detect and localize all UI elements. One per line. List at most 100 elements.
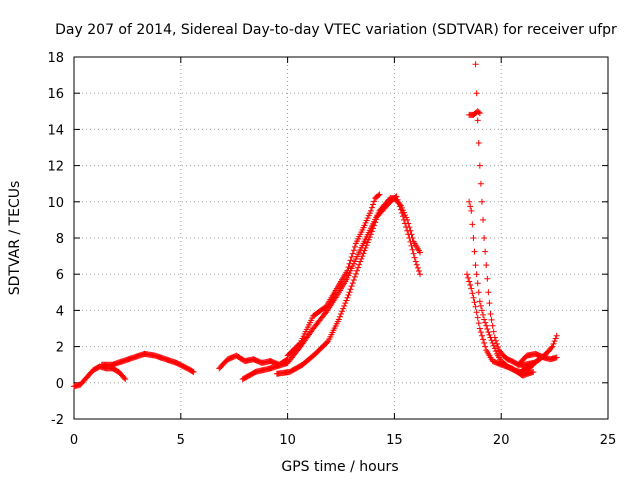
data-point [121,374,128,381]
data-point [469,221,476,228]
data-point [361,247,368,254]
data-point [493,340,500,347]
data-point [489,322,496,329]
data-point [415,268,422,275]
data-point [406,235,413,241]
data-point [480,336,487,343]
data-point [550,340,557,347]
data-point [473,271,480,278]
data-point [490,328,497,335]
data-point [351,243,358,250]
data-point [350,247,357,254]
data-point [362,244,369,251]
data-point [464,271,471,278]
data-point [344,267,351,274]
data-point [359,253,366,260]
data-point [417,271,424,278]
data-point [375,192,382,199]
series-seg-c [216,352,291,372]
data-point [356,261,363,268]
data-point [482,343,489,350]
data-point [553,332,560,339]
series-seg-f [284,191,383,359]
data-point [347,286,354,293]
data-point [404,227,411,234]
y-tick-label: 14 [47,123,64,138]
data-point [485,329,492,336]
data-point [530,368,537,375]
data-point [476,110,483,117]
data-point [480,311,487,318]
data-points [71,61,560,390]
data-point [371,222,378,229]
data-point [486,331,493,338]
data-point [345,264,352,271]
data-point [473,90,480,97]
data-point [370,225,377,232]
data-point [189,368,196,375]
data-point [481,339,488,346]
series-seg-b [98,350,197,375]
series-seg-d [239,195,424,383]
data-point [487,311,494,318]
data-point [474,280,481,287]
data-point [488,316,495,323]
data-point [413,261,420,268]
data-point [409,246,416,253]
series-seg-g [466,108,483,118]
y-tick-labels: -2 0 2 4 6 8 10 12 14 16 18 [47,51,64,428]
data-point [411,254,418,261]
data-point [482,248,489,255]
data-point [402,220,409,227]
y-tick-label: 4 [56,304,64,319]
data-point [341,302,348,309]
y-tick-label: 0 [56,377,64,392]
data-point [470,235,477,241]
data-point [480,216,487,223]
x-tick-label: 25 [600,433,617,448]
x-axis-label: GPS time / hours [281,459,398,475]
data-point [345,292,352,299]
y-tick-label: 8 [56,232,64,247]
data-point [491,345,498,352]
data-point [483,262,490,269]
data-point [476,298,483,305]
data-point [368,228,375,235]
data-point [366,234,373,241]
chart-title: Day 207 of 2014, Sidereal Day-to-day VTE… [55,22,617,38]
data-point [396,203,403,210]
data-point [468,207,475,214]
data-point [397,206,404,213]
data-point [190,368,197,375]
data-point [477,329,484,336]
data-point [490,342,497,349]
data-point [486,300,493,307]
data-point [478,332,485,339]
data-point [342,300,349,307]
data-point [475,139,482,146]
y-tick-label: 16 [47,87,64,102]
data-point [474,314,481,321]
data-point [468,285,475,292]
data-point [401,216,408,223]
y-axis-label: SDTVAR / TECUs [7,181,23,296]
data-point [296,341,303,348]
y-tick-label: 10 [47,196,64,211]
data-point [357,258,364,265]
data-point [343,297,350,304]
series-seg-j [464,271,537,379]
data-point [472,61,479,68]
data-point [548,344,555,351]
series-seg-h [472,61,537,368]
data-point [414,264,421,271]
data-point [467,203,474,210]
data-point [476,162,483,169]
x-tick-label: 0 [70,433,78,448]
data-point [350,276,357,283]
x-tick-label: 10 [279,433,296,448]
data-point [122,376,129,383]
data-point [393,193,400,200]
data-point [398,209,405,216]
data-point [324,339,331,346]
